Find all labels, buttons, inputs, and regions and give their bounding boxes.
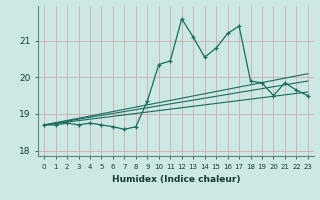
- X-axis label: Humidex (Indice chaleur): Humidex (Indice chaleur): [112, 175, 240, 184]
